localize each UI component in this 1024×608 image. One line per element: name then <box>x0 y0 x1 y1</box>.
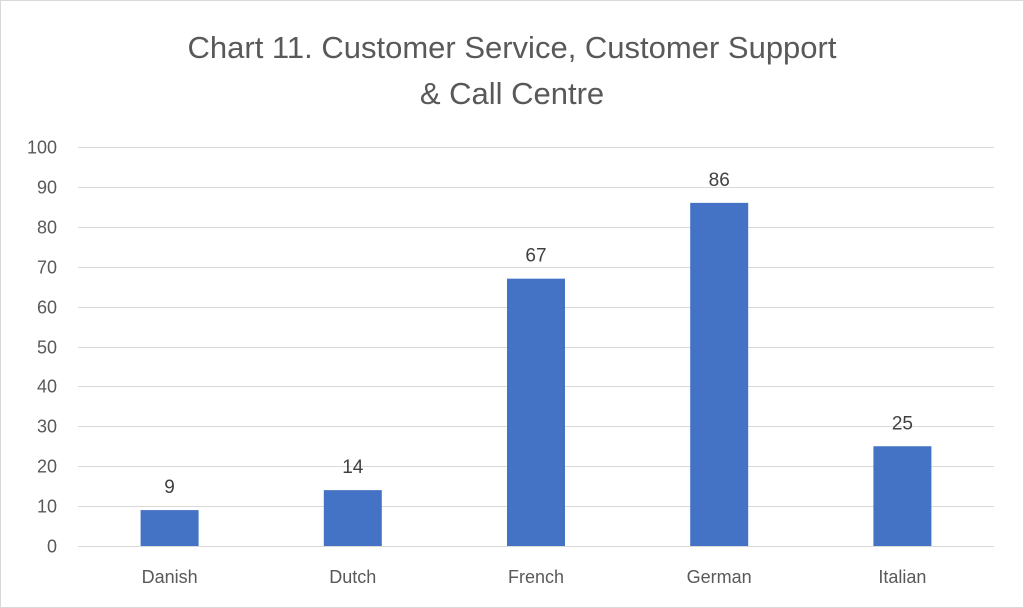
data-labels: 9 14 67 86 25 <box>164 170 913 498</box>
bars <box>140 202 932 547</box>
y-tick-label: 70 <box>37 258 57 278</box>
chart-title: Chart 11. Customer Service, Customer Sup… <box>187 30 837 111</box>
y-tick-label: 90 <box>37 178 57 198</box>
bar-italian <box>873 446 932 546</box>
x-axis-ticks: Danish Dutch French German Italian <box>142 567 927 587</box>
bar-dutch <box>323 490 382 546</box>
x-tick-label-german: German <box>687 567 752 587</box>
y-tick-label: 40 <box>37 377 57 397</box>
y-tick-label: 10 <box>37 497 57 517</box>
y-tick-label: 0 <box>47 537 57 557</box>
y-tick-label: 20 <box>37 457 57 477</box>
y-tick-label: 80 <box>37 218 57 238</box>
x-tick-label-french: French <box>508 567 564 587</box>
data-label-dutch: 14 <box>342 457 364 478</box>
data-label-danish: 9 <box>164 477 175 498</box>
bar-german <box>690 202 749 547</box>
data-label-german: 86 <box>709 170 730 191</box>
x-tick-label-italian: Italian <box>878 567 926 587</box>
x-tick-label-danish: Danish <box>142 567 198 587</box>
bar-french <box>507 278 565 546</box>
y-tick-label: 60 <box>37 298 57 318</box>
y-tick-label: 100 <box>27 138 57 158</box>
y-axis-ticks: 0 10 20 30 40 50 60 70 80 90 100 <box>27 138 57 557</box>
y-tick-label: 50 <box>37 338 57 358</box>
bar-danish <box>140 510 199 546</box>
data-label-italian: 25 <box>892 413 913 434</box>
x-tick-label-dutch: Dutch <box>329 567 376 587</box>
data-label-french: 67 <box>525 246 546 267</box>
y-tick-label: 30 <box>37 417 57 437</box>
